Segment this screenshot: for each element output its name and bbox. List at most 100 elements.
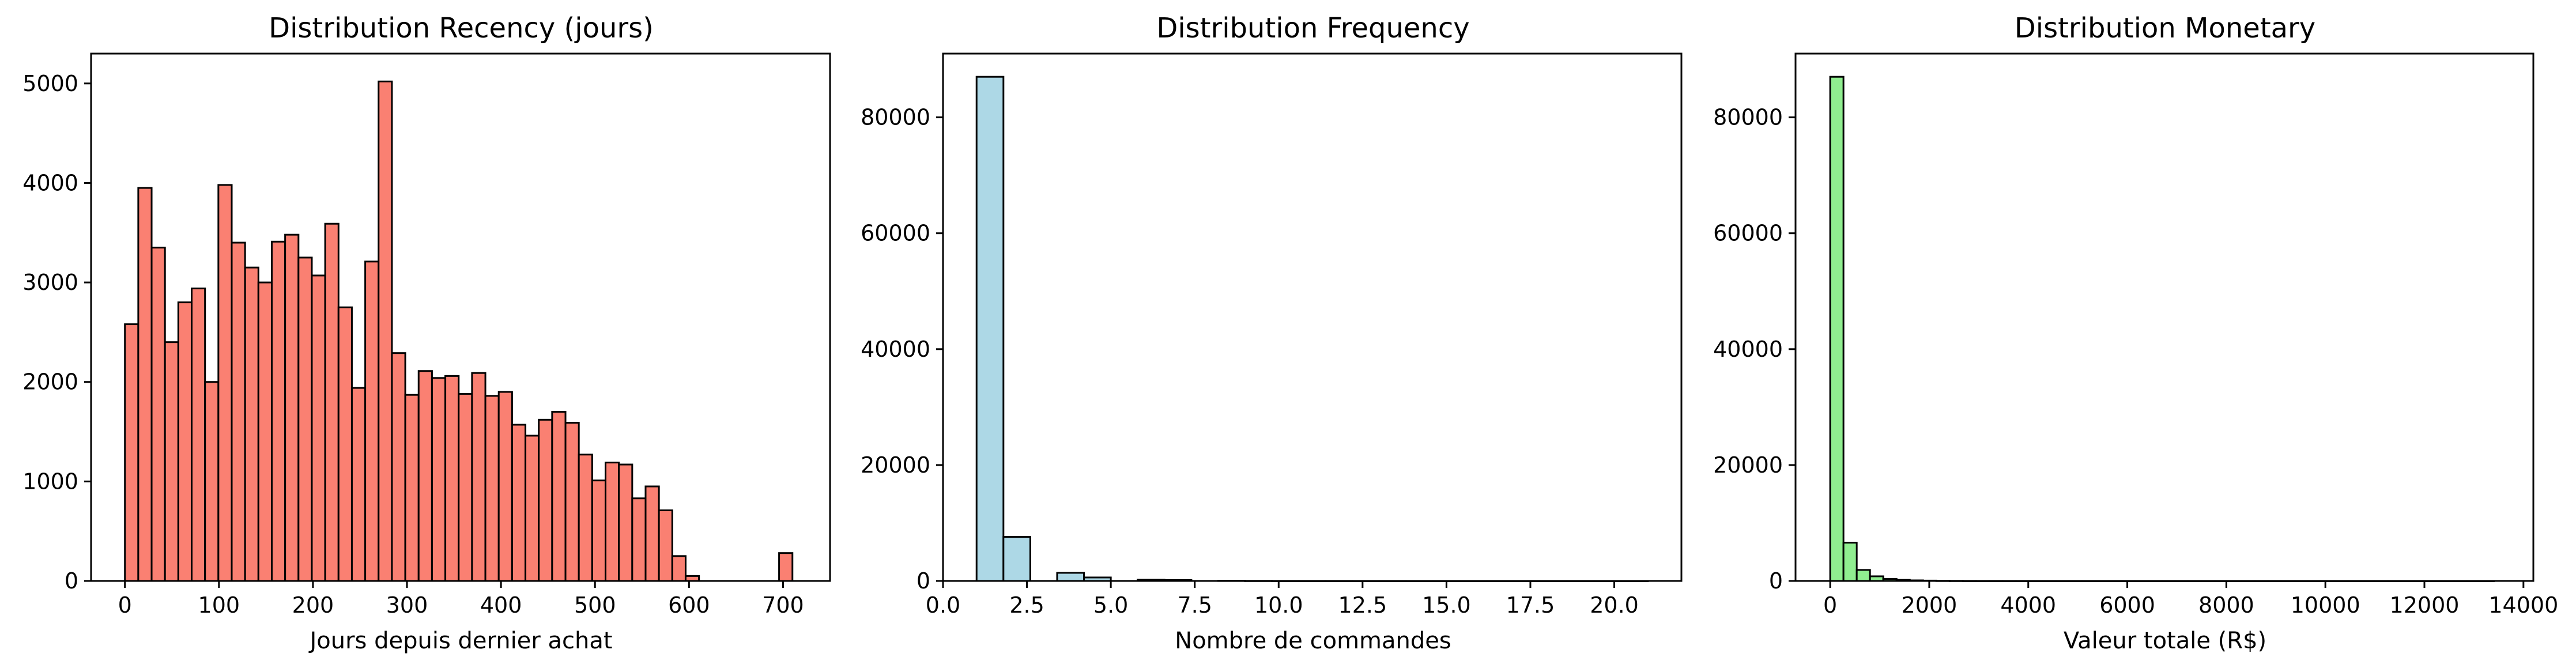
recency-bar xyxy=(538,418,553,582)
frequency-y-tick-label: 80000 xyxy=(861,105,930,130)
monetary-x-tick-label: 0 xyxy=(1823,592,1837,618)
monetary-histogram: Distribution Monetary 0 2000 4000 6000 8000 1… xyxy=(1713,12,2558,654)
recency-bar xyxy=(671,555,687,582)
monetary-title: Distribution Monetary xyxy=(2015,12,2315,44)
frequency-bar xyxy=(1056,572,1085,582)
recency-title: Distribution Recency (jours) xyxy=(269,12,654,44)
frequency-plot-frame xyxy=(942,52,1683,582)
monetary-x-tick-label: 12000 xyxy=(2390,592,2460,618)
recency-y-tick-label: 3000 xyxy=(22,270,78,295)
recency-x-tick-label: 100 xyxy=(198,592,240,618)
recency-x-tick-label: 500 xyxy=(574,592,616,618)
recency-y-tick-label: 4000 xyxy=(22,170,78,195)
monetary-plot-frame xyxy=(1794,52,2534,582)
frequency-x-label: Nombre de commandes xyxy=(1175,628,1451,654)
recency-bar xyxy=(564,422,580,582)
recency-bar xyxy=(217,184,233,582)
frequency-title: Distribution Frequency xyxy=(1156,12,1469,44)
recency-bar xyxy=(551,411,567,582)
frequency-x-tick-label: 15.0 xyxy=(1422,592,1471,618)
recency-bar xyxy=(311,274,326,582)
monetary-y-tick-label: 40000 xyxy=(1713,337,1783,362)
monetary-y-ticks: 0 20000 40000 60000 80000 xyxy=(1713,105,1796,594)
monetary-x-label: Valeur totale (R$) xyxy=(2064,628,2266,654)
recency-bar xyxy=(391,352,406,582)
recency-bar xyxy=(350,387,367,582)
frequency-y-tick-label: 40000 xyxy=(861,337,930,362)
recency-bar xyxy=(137,187,153,582)
monetary-y-tick-label: 20000 xyxy=(1713,452,1783,478)
recency-plot-frame xyxy=(90,52,831,582)
monetary-x-tick-label: 14000 xyxy=(2488,592,2558,618)
frequency-bar xyxy=(1002,536,1031,582)
frequency-x-tick-label: 17.5 xyxy=(1506,592,1555,618)
monetary-y-tick-label: 60000 xyxy=(1713,221,1783,246)
recency-x-tick-label: 0 xyxy=(118,592,132,618)
recency-histogram: Distribution Recency (jours) 0 100 200 300 4… xyxy=(22,12,831,654)
recency-bar xyxy=(124,323,139,582)
monetary-x-tick-label: 4000 xyxy=(2000,592,2056,618)
recency-y-tick-label: 5000 xyxy=(22,71,78,96)
recency-bar xyxy=(618,463,633,582)
recency-y-tick-label: 0 xyxy=(65,568,78,594)
recency-bar xyxy=(591,480,607,582)
frequency-x-tick-label: 20.0 xyxy=(1590,592,1639,618)
frequency-y-tick-label: 0 xyxy=(917,568,930,594)
recency-y-tick-label: 1000 xyxy=(22,469,78,494)
recency-bar xyxy=(150,247,166,582)
monetary-bar xyxy=(1842,542,1858,582)
recency-bar xyxy=(297,256,313,582)
recency-bar xyxy=(631,497,647,582)
recency-bar xyxy=(471,372,486,582)
recency-bar xyxy=(337,306,353,582)
recency-x-label: Jours depuis dernier achat xyxy=(308,628,612,654)
recency-bar xyxy=(257,281,273,582)
recency-bar xyxy=(605,462,620,582)
recency-bar xyxy=(231,241,246,582)
frequency-y-tick-label: 60000 xyxy=(861,221,930,246)
monetary-x-tick-label: 2000 xyxy=(1902,592,1958,618)
recency-bar xyxy=(511,424,527,582)
monetary-y-tick-label: 80000 xyxy=(1713,105,1783,130)
monetary-x-tick-label: 8000 xyxy=(2198,592,2254,618)
recency-bar xyxy=(324,222,340,582)
recency-bar xyxy=(417,370,433,582)
recency-bar xyxy=(404,394,420,582)
recency-bars xyxy=(124,80,794,582)
monetary-x-ticks: 0 2000 4000 6000 8000 10000 12000 14000 xyxy=(1823,581,2558,618)
recency-bar xyxy=(164,341,179,582)
frequency-y-tick-label: 20000 xyxy=(861,452,930,478)
recency-bar xyxy=(431,377,447,582)
recency-bar xyxy=(364,261,380,582)
frequency-x-tick-label: 7.5 xyxy=(1177,592,1212,618)
recency-bar xyxy=(177,301,193,582)
recency-x-tick-label: 300 xyxy=(386,592,428,618)
monetary-x-tick-label: 10000 xyxy=(2291,592,2360,618)
frequency-y-ticks: 0 20000 40000 60000 80000 xyxy=(861,105,943,594)
recency-bar xyxy=(778,552,794,582)
recency-y-ticks: 0 1000 2000 3000 4000 5000 xyxy=(22,71,91,594)
frequency-x-tick-label: 5.0 xyxy=(1093,592,1128,618)
frequency-x-tick-label: 12.5 xyxy=(1338,592,1387,618)
recency-bar xyxy=(644,485,660,582)
monetary-y-tick-label: 0 xyxy=(1769,568,1783,594)
frequency-x-ticks: 0.0 2.5 5.0 7.5 10.0 12.5 15.0 17.5 20.0 xyxy=(926,581,1639,618)
recency-x-tick-label: 400 xyxy=(480,592,522,618)
frequency-x-tick-label: 2.5 xyxy=(1009,592,1044,618)
recency-y-tick-label: 2000 xyxy=(22,369,78,395)
recency-bar xyxy=(458,392,473,582)
monetary-bar xyxy=(1855,569,1871,582)
recency-bar xyxy=(444,375,460,582)
recency-bar xyxy=(204,381,220,582)
monetary-x-tick-label: 6000 xyxy=(2099,592,2155,618)
frequency-bar xyxy=(975,75,1005,582)
recency-x-ticks: 0 100 200 300 400 500 600 700 xyxy=(118,581,804,618)
recency-bar xyxy=(270,240,286,582)
recency-bar xyxy=(658,509,673,582)
recency-bar xyxy=(191,287,206,582)
recency-bar xyxy=(578,454,593,582)
frequency-x-tick-label: 0.0 xyxy=(926,592,960,618)
recency-bar xyxy=(378,80,393,582)
recency-x-tick-label: 200 xyxy=(292,592,334,618)
